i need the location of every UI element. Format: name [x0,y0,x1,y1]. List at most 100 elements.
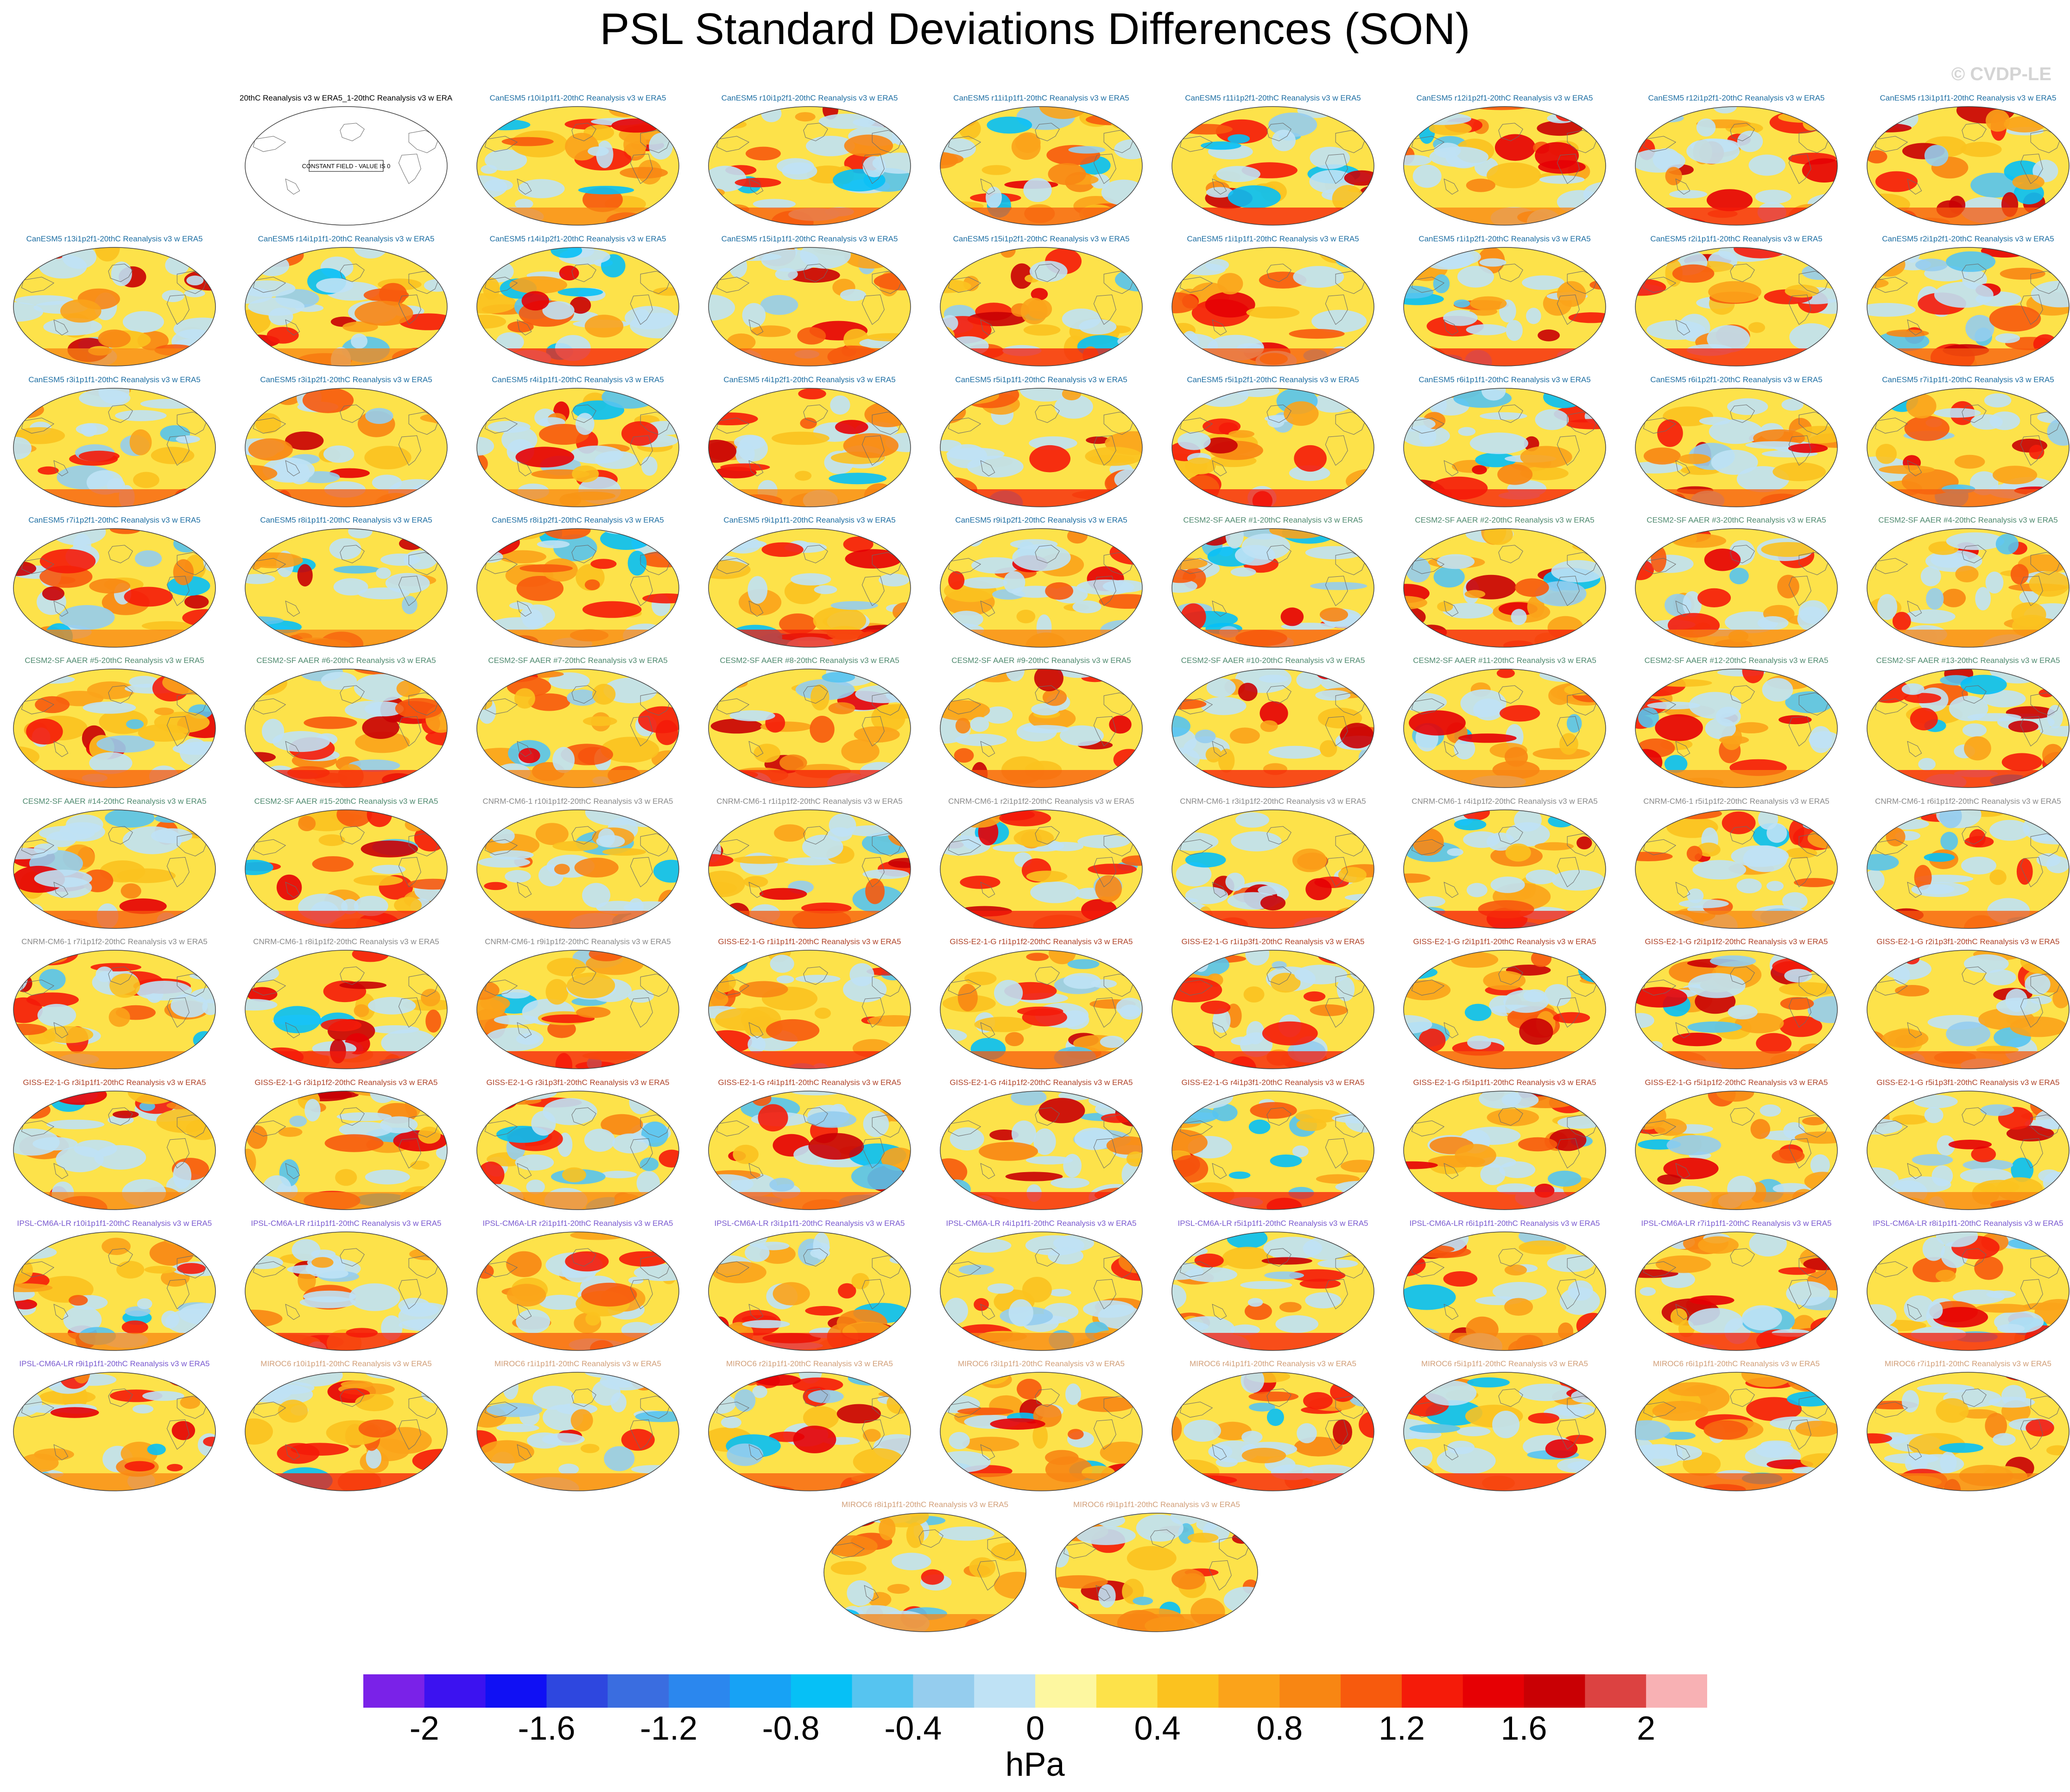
field-anomaly-patch [1051,1177,1089,1188]
field-anomaly-patch [584,315,624,338]
field-anomaly-patch [1993,1433,2016,1446]
map-panel: CESM2-SF AAER #14-20thC Reanalysis v3 w … [8,797,221,936]
coastline [1411,698,1445,714]
southern-band [1635,630,1837,647]
field-anomaly-patch [1645,1198,1668,1210]
coastline [716,558,750,574]
field-anomaly-patch [1076,579,1134,595]
field-anomaly-patch [505,870,531,883]
field-anomaly-patch [16,1337,44,1346]
field-anomaly-patch [1205,291,1255,318]
map-panel: GISS-E2-1-G r4i1p1f2-20thC Reanalysis v3… [935,1078,1148,1217]
coastline [2030,130,2062,153]
field-anomaly-patch [2010,1016,2068,1037]
field-anomaly-patch [1184,475,1220,503]
field-anomaly-patch [798,388,826,399]
field-anomaly-patch [1646,320,1706,340]
field-anomaly-patch [1503,990,1549,1013]
coastline [1730,1107,1755,1126]
map-panel: CanESM5 r10i1p1f1-20thC Reanalysis v3 w … [471,94,684,233]
field-anomaly-patch [1867,150,1887,164]
field-anomaly-patch [1062,388,1081,401]
robinson-map [940,388,1143,507]
coastline [2030,411,2062,435]
robinson-map [1867,1372,2070,1491]
panel-title: CanESM5 r14i1p2f1-20thC Reanalysis v3 w … [489,234,666,243]
robinson-map [940,950,1143,1069]
map-panel: CNRM-CM6-1 r8i1p1f2-20thC Reanalysis v3 … [240,937,453,1076]
field-anomaly-patch [1635,529,1664,549]
coastline [1212,1022,1227,1039]
southern-band [1867,630,2069,647]
field-anomaly-patch [126,719,144,729]
coastline [1907,741,1922,757]
field-anomaly-patch [477,1264,494,1279]
colorbar-swatch [1524,1674,1585,1708]
coastline [408,833,440,857]
field-anomaly-patch [2029,571,2069,597]
southern-band [1172,1473,1374,1491]
coastline [1730,685,1755,704]
field-anomaly-patch [940,810,970,824]
field-anomaly-patch [56,1146,104,1173]
southern-band [1867,1333,2069,1350]
field-anomaly-patch [1466,178,1495,192]
field-anomaly-patch [1785,284,1819,298]
field-anomaly-patch [1464,1127,1521,1145]
coastline [1798,1114,1830,1138]
field-anomaly-patch [1200,1341,1216,1350]
coastline [340,123,365,141]
field-anomaly-patch [657,816,678,831]
field-anomaly-patch [1310,146,1350,169]
field-anomaly-patch [1566,714,1582,733]
field-anomaly-patch [365,1169,410,1185]
field-anomaly-patch [1964,954,2009,973]
field-anomaly-patch [1172,1129,1208,1156]
field-anomaly-patch [845,549,902,569]
panel-title: MIROC6 r5i1p1f1-20thC Reanalysis v3 w ER… [1421,1359,1588,1368]
field-anomaly-patch [509,276,568,294]
field-anomaly-patch [1247,1298,1263,1307]
field-anomaly-patch [802,834,843,859]
coastline [285,1022,300,1039]
panel-title: GISS-E2-1-G r2i1p3f1-20thC Reanalysis v3… [1876,937,2060,946]
field-anomaly-patch [1416,909,1435,924]
field-anomaly-patch [758,1104,788,1132]
coastline [2030,1114,2062,1138]
robinson-map [1867,528,2070,648]
coastline [1093,857,1116,888]
coastline [864,1585,879,1602]
map-outline [476,247,679,366]
field-anomaly-patch [1703,1420,1748,1440]
field-anomaly-patch [1317,1259,1358,1268]
field-anomaly-patch [358,1420,397,1438]
robinson-map [1867,1231,2070,1351]
field-anomaly-patch [333,578,368,596]
field-anomaly-patch [994,1571,1026,1599]
coastline [1325,294,1348,325]
field-anomaly-patch [1777,574,1799,599]
coastline [2020,716,2043,747]
field-anomaly-patch [1772,462,1826,481]
coastline [517,1304,532,1320]
field-anomaly-patch [387,1092,443,1103]
field-anomaly-patch [1802,264,1836,280]
field-anomaly-patch [1232,1533,1252,1544]
field-anomaly-patch [419,637,447,647]
field-anomaly-patch [1294,445,1327,472]
field-anomaly-patch [1201,697,1247,715]
field-anomaly-patch [1404,354,1446,366]
panel-title: CanESM5 r5i1p2f1-20thC Reanalysis v3 w E… [1187,375,1359,384]
field-anomaly-patch [1356,388,1374,397]
coastline [2020,294,2043,325]
map-panel: CanESM5 r10i1p2f1-20thC Reanalysis v3 w … [703,94,916,233]
field-anomaly-patch [1361,351,1374,363]
field-anomaly-patch [2000,267,2045,280]
coastline [1557,857,1580,888]
field-anomaly-patch [575,413,595,435]
field-anomaly-patch [1063,1154,1082,1178]
field-anomaly-patch [266,327,299,344]
field-anomaly-patch [810,684,829,711]
panel-title: CanESM5 r14i1p1f1-20thC Reanalysis v3 w … [258,234,435,243]
southern-band [1635,770,1837,788]
